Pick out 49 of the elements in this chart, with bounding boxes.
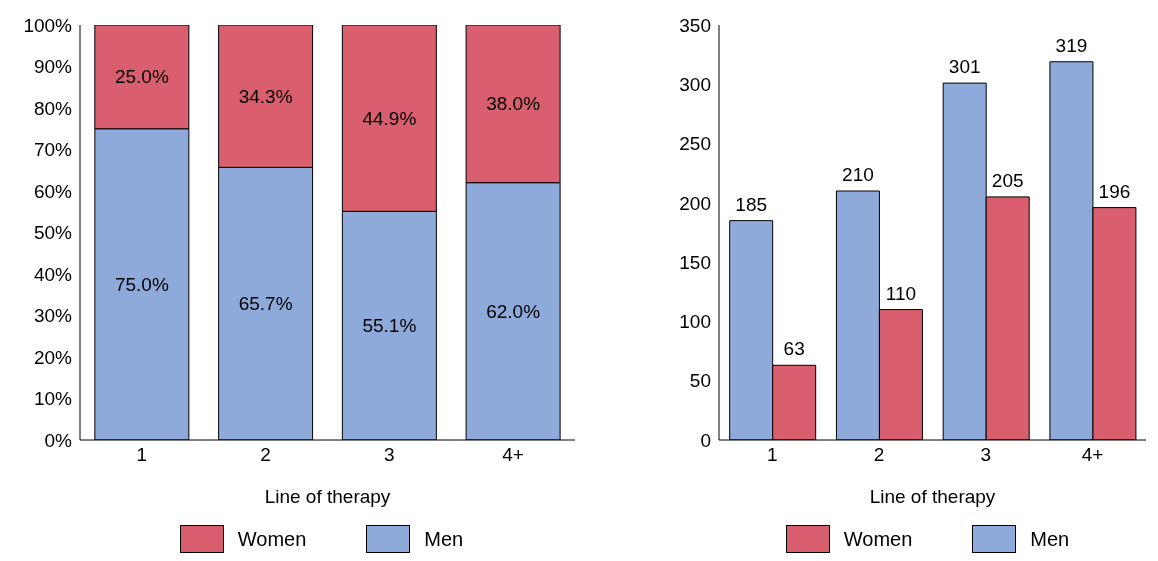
data-label: 62.0% <box>486 300 541 322</box>
y-tick-label: 0% <box>44 429 73 451</box>
y-tick-label: 100% <box>23 14 73 36</box>
data-label: 185 <box>735 193 768 215</box>
data-label: 34.3% <box>238 85 293 107</box>
legend-label: Men <box>424 527 464 551</box>
x-tick-label: 3 <box>980 444 992 466</box>
y-tick-label: 350 <box>679 14 711 36</box>
y-tick-label: 0 <box>700 429 711 451</box>
data-label: 44.9% <box>362 107 417 129</box>
y-tick-label: 10% <box>33 388 73 410</box>
data-label: 301 <box>948 56 981 78</box>
x-axis-title: Line of therapy <box>264 486 391 507</box>
data-label: 110 <box>885 282 917 304</box>
data-label: 319 <box>1055 34 1088 56</box>
data-label: 205 <box>991 169 1024 191</box>
y-tick-label: 20% <box>33 346 73 368</box>
x-tick-label: 4+ <box>1081 444 1104 466</box>
legend-label: Men <box>1030 527 1070 551</box>
data-label: 75.0% <box>114 273 169 295</box>
x-tick-label: 2 <box>873 444 885 466</box>
data-label: 210 <box>842 164 874 185</box>
x-tick-label: 1 <box>767 444 778 466</box>
y-tick-label: 70% <box>33 139 73 161</box>
y-tick-label: 30% <box>33 305 73 327</box>
x-tick-label: 3 <box>384 444 395 466</box>
y-tick-label: 50% <box>33 222 73 244</box>
x-tick-label: 1 <box>136 444 148 466</box>
x-tick-label: 4+ <box>502 444 524 466</box>
data-label: 63 <box>783 338 805 360</box>
y-tick-label: 90% <box>33 56 73 78</box>
y-tick-label: 300 <box>679 74 711 96</box>
legend-label: Women <box>843 527 913 551</box>
y-tick-label: 50 <box>689 370 711 392</box>
x-axis-title: Line of therapy <box>869 486 996 507</box>
data-label: 196 <box>1098 180 1131 202</box>
y-tick-label: 40% <box>33 263 73 285</box>
y-tick-label: 200 <box>679 192 711 214</box>
y-tick-label: 60% <box>33 180 73 202</box>
legend-label: Women <box>237 527 307 551</box>
y-tick-label: 150 <box>679 251 711 273</box>
data-label: 25.0% <box>114 66 169 88</box>
data-label: 55.1% <box>362 315 417 337</box>
y-tick-label: 100 <box>679 311 711 333</box>
data-label: 38.0% <box>486 93 541 115</box>
data-label: 65.7% <box>238 293 293 315</box>
y-tick-label: 250 <box>679 133 711 155</box>
y-tick-label: 80% <box>33 97 73 119</box>
x-tick-label: 2 <box>260 444 271 466</box>
